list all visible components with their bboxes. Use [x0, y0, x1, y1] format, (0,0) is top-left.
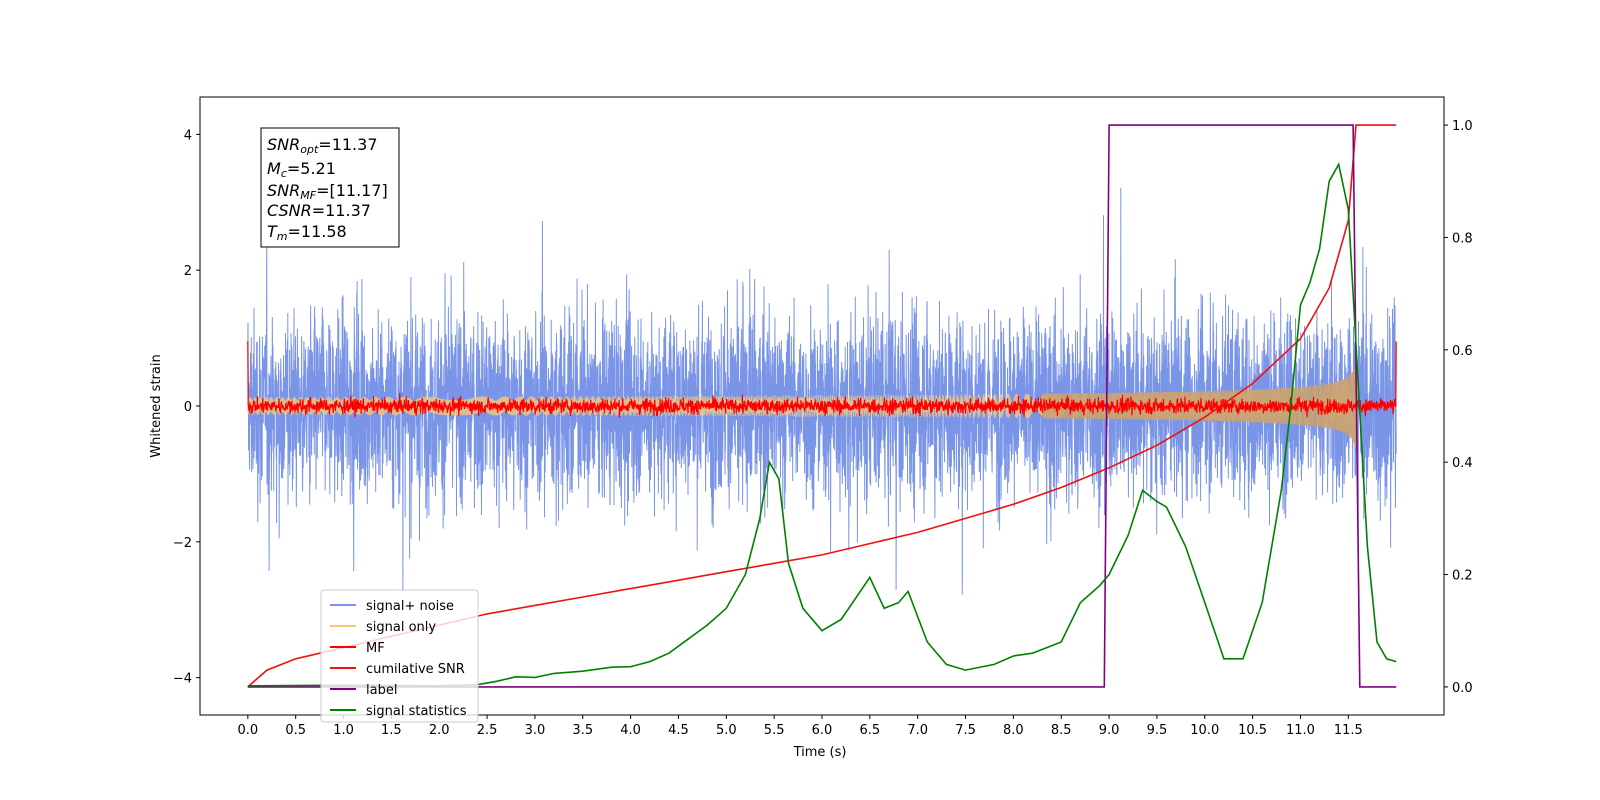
legend-label: MF — [366, 641, 385, 656]
x-axis-label: Time (s) — [793, 745, 847, 760]
axes-layer: 0.0 0.5 1.0 1.5 2.0 2.5 3.0 3.5 4.0 4.5 5.0 5.5 6.0 6… — [173, 119, 1473, 738]
x-tick-label: 4.0 — [620, 723, 641, 738]
x-tick-label: 2.5 — [477, 723, 498, 738]
y2-tick-label: 1.0 — [1452, 119, 1473, 134]
tm-annotation: Tm=11.58 — [267, 222, 347, 243]
x-tick-label: 9.0 — [1099, 723, 1120, 738]
series-layer — [247, 124, 1397, 688]
legend-label: cumilative SNR — [366, 662, 465, 677]
x-tick-label: 6.5 — [860, 723, 881, 738]
mc-annotation: Mc=5.21 — [267, 159, 336, 180]
x-tick-label: 9.5 — [1147, 723, 1168, 738]
x-tick-label: 11.5 — [1334, 723, 1363, 738]
x-tick-label: 5.0 — [716, 723, 737, 738]
x-tick-label: 3.5 — [572, 723, 593, 738]
y2-tick-label: 0.6 — [1452, 344, 1473, 359]
x-tick-label: 8.5 — [1051, 723, 1072, 738]
y2-tick-label: 0.4 — [1452, 456, 1473, 471]
x-tick-label: 10.5 — [1238, 723, 1267, 738]
legend: signal+ noise signal only MF cumilative SNR… — [320, 589, 479, 723]
x-tick-label: 10.0 — [1190, 723, 1219, 738]
x-tick-label: 6.0 — [812, 723, 833, 738]
legend-label: label — [366, 683, 397, 698]
y2-tick-label: 0.2 — [1452, 569, 1473, 584]
legend-label: signal+ noise — [366, 599, 454, 614]
y-tick-label: −4 — [173, 672, 192, 687]
x-tick-label: 0.5 — [285, 723, 306, 738]
snr-opt-annotation: SNRopt=11.37 — [267, 135, 378, 156]
y-tick-label: 2 — [184, 264, 192, 279]
metrics-annotation-box: SNRopt=11.37 Mc=5.21 SNRMF=[11.17] CSNR=… — [260, 127, 400, 248]
y-tick-label: 4 — [184, 128, 192, 143]
y-axis-label: Whitened strain — [149, 354, 164, 457]
y2-tick-label: 0.0 — [1452, 681, 1473, 696]
x-tick-label: 2.0 — [429, 723, 450, 738]
x-tick-label: 0.0 — [238, 723, 259, 738]
x-tick-label: 8.0 — [1003, 723, 1024, 738]
x-tick-label: 7.0 — [907, 723, 928, 738]
x-tick-label: 3.0 — [525, 723, 546, 738]
legend-label: signal only — [366, 620, 436, 635]
x-tick-label: 1.5 — [381, 723, 402, 738]
x-tick-label: 5.5 — [764, 723, 785, 738]
x-tick-label: 7.5 — [955, 723, 976, 738]
y-tick-label: 0 — [184, 400, 192, 415]
csnr-annotation: CSNR=11.37 — [267, 201, 371, 220]
snr-mf-annotation: SNRMF=[11.17] — [267, 181, 388, 202]
x-tick-label: 4.5 — [668, 723, 689, 738]
series-mf-line — [247, 341, 1397, 419]
x-tick-label: 1.0 — [333, 723, 354, 738]
y2-tick-label: 0.8 — [1452, 231, 1473, 246]
x-tick-label: 11.0 — [1286, 723, 1315, 738]
y-tick-label: −2 — [173, 536, 192, 551]
series-signal-statistics-line — [247, 162, 1397, 687]
legend-label: signal statistics — [366, 704, 467, 719]
series-label-line — [247, 124, 1397, 688]
